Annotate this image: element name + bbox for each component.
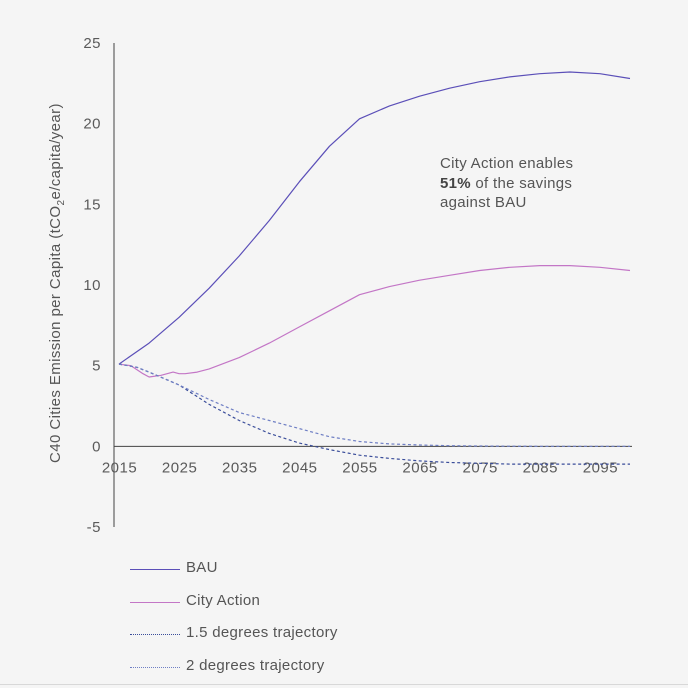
x-tick-label: 2035: [222, 459, 257, 476]
y-tick-label: 0: [92, 438, 101, 455]
x-tick-label: 2055: [342, 459, 377, 476]
x-tick-label: 2045: [282, 459, 317, 476]
legend-swatch: [130, 569, 180, 570]
y-axis-title-pre: C40 Cities Emission per Capita (tCO: [47, 206, 64, 463]
annotation-percent: 51%: [440, 174, 471, 192]
legend-swatch: [130, 666, 180, 668]
series-line-2-degrees-trajectory: [118, 363, 630, 447]
bottom-divider: [0, 684, 688, 685]
annotation-line-2: 51% of the savings: [440, 174, 640, 194]
svg-text:C40 Cities Emission per Capita: C40 Cities Emission per Capita (tCO2e/ca…: [47, 103, 67, 463]
x-tick-label: 2075: [463, 459, 498, 476]
x-tick-label: 2015: [102, 459, 137, 476]
legend-swatch: [130, 634, 180, 635]
y-tick-label: 5: [92, 358, 101, 375]
y-tick-label: 15: [83, 196, 101, 213]
y-tick-label: -5: [87, 519, 101, 536]
series-line-1-5-degrees-trajectory: [118, 363, 630, 465]
annotation-line-2-rest: of the savings: [470, 174, 573, 192]
legend-label: 2 degrees trajectory: [186, 656, 325, 674]
x-tick-label: 2065: [402, 459, 437, 476]
y-axis-title-sub: 2: [56, 200, 67, 206]
y-tick-label: 20: [83, 116, 101, 133]
x-tick-label: 2095: [583, 459, 618, 476]
legend-label: 1.5 degrees trajectory: [186, 624, 338, 641]
legend-swatch: [130, 601, 180, 603]
annotation-line-1: City Action enables: [440, 155, 574, 172]
y-tick-label: 10: [83, 277, 101, 294]
y-axis-title-post: e/capita/year): [47, 103, 64, 199]
savings-annotation: City Action enables 51% of the savings a…: [440, 154, 640, 213]
y-axis-title: C40 Cities Emission per Capita (tCO2e/ca…: [47, 103, 67, 463]
x-tick-label: 2085: [523, 459, 558, 476]
annotation-line-3: against BAU: [440, 194, 527, 211]
y-tick-label: 25: [83, 35, 101, 52]
legend-label: City Action: [186, 591, 261, 609]
series-line-bau: [118, 71, 631, 365]
x-tick-label: 2025: [162, 459, 197, 476]
series-line-city-action: [118, 265, 631, 378]
legend-label: BAU: [186, 559, 218, 576]
